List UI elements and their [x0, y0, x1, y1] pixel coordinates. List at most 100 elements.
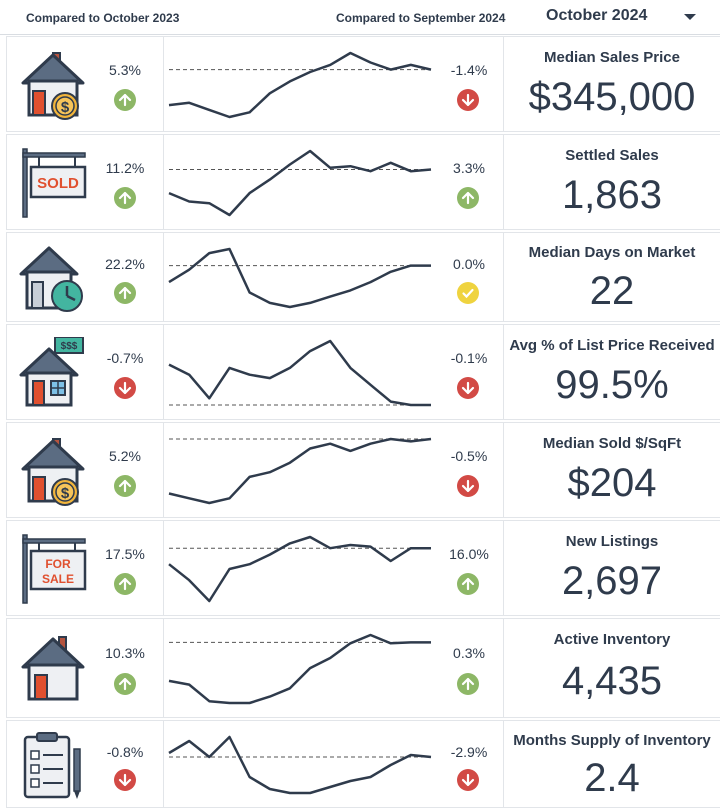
metric-row: SOLD 11.2% 3.3% Settled Sales 1,863	[6, 134, 720, 230]
svg-text:$$$: $$$	[61, 341, 78, 352]
mom-arrow-down-icon	[457, 475, 479, 497]
yoy-arrow-up-icon	[114, 89, 136, 111]
mom-change: 0.3%	[453, 645, 485, 661]
trend-sparkline	[168, 535, 431, 603]
mom-arrow-up-icon	[457, 573, 479, 595]
mom-arrow-up-icon	[457, 673, 479, 695]
metric-row: $ 5.2% -0.5% Median Sold $/SqFt $204	[6, 422, 720, 518]
trend-line	[168, 437, 432, 505]
metric-title: Active Inventory	[553, 631, 671, 648]
trend-sparkline	[168, 633, 431, 705]
metric-row: 22.2% 0.0% Median Days on Market 22	[6, 232, 720, 322]
yoy-change: 22.2%	[105, 256, 145, 272]
trend-line	[168, 149, 432, 217]
mom-arrow-down-icon	[457, 769, 479, 791]
trend-sparkline	[168, 735, 432, 795]
metric-row: FOR SALE 17.5% 16.0% New Listings 2,697	[6, 520, 720, 616]
metric-title: Median Days on Market	[528, 244, 696, 261]
yoy-comparison-label: Compared to October 2023	[26, 11, 180, 25]
metric-trend-cell: $ 5.3% -1.4%	[6, 36, 504, 132]
metric-value-cell: New Listings 2,697	[504, 520, 720, 616]
column-divider	[163, 135, 164, 229]
metric-trend-cell: 22.2% 0.0%	[6, 232, 504, 322]
column-divider	[163, 37, 164, 131]
metric-value: $204	[567, 461, 657, 505]
yoy-change: -0.8%	[106, 744, 144, 760]
metric-trend-cell: $$$ -0.7% -0.1%	[6, 324, 504, 420]
metric-title: Avg % of List Price Received	[509, 337, 715, 354]
metric-row: $$$ -0.7% -0.1% Avg % of List Price Receiv…	[6, 324, 720, 420]
metric-trend-cell: SOLD 11.2% 3.3%	[6, 134, 504, 230]
sign-text: SOLD	[37, 175, 79, 192]
metric-value-cell: Median Sales Price $345,000	[504, 36, 720, 132]
house-icon	[19, 633, 87, 705]
yoy-change: 5.2%	[109, 448, 141, 464]
yoy-change: 11.2%	[105, 160, 145, 176]
metric-title: Settled Sales	[565, 147, 659, 164]
mom-change: -0.5%	[450, 448, 488, 464]
metric-value-cell: Median Days on Market 22	[504, 232, 720, 322]
trend-sparkline	[168, 247, 431, 309]
metric-value-cell: Median Sold $/SqFt $204	[504, 422, 720, 518]
metric-value-cell: Avg % of List Price Received 99.5%	[504, 324, 720, 420]
yoy-arrow-up-icon	[114, 282, 136, 304]
yoy-arrow-up-icon	[114, 475, 136, 497]
column-divider	[163, 325, 164, 419]
mom-check-icon	[457, 282, 479, 304]
trend-sparkline	[168, 437, 432, 505]
metric-trend-cell: $ 5.2% -0.5%	[6, 422, 504, 518]
mom-change: -2.9%	[450, 744, 488, 760]
column-divider	[163, 233, 164, 321]
trend-line	[168, 535, 431, 603]
trend-line	[168, 339, 431, 407]
house-dollar-icon: $	[19, 435, 87, 507]
yoy-change: 10.3%	[105, 645, 145, 661]
month-select-value: October 2024	[546, 7, 648, 24]
metric-title: Median Sold $/SqFt	[542, 435, 682, 452]
svg-text:$: $	[61, 99, 70, 116]
chevron-down-icon[interactable]	[684, 14, 696, 20]
yoy-change: 5.3%	[109, 62, 141, 78]
trend-line	[168, 247, 431, 309]
trend-line	[168, 633, 431, 705]
header-bar: Compared to October 2023 Compared to Sep…	[0, 0, 720, 35]
metric-row: -0.8% -2.9% Months Supply of Inventory 2.4	[6, 720, 720, 808]
mom-change: 3.3%	[453, 160, 485, 176]
metric-title: Months Supply of Inventory	[513, 732, 711, 749]
yoy-change: -0.7%	[106, 350, 144, 366]
mom-arrow-down-icon	[457, 377, 479, 399]
metric-value: 99.5%	[555, 363, 669, 407]
metric-trend-cell: 10.3% 0.3%	[6, 618, 504, 718]
yoy-change: 17.5%	[105, 546, 145, 562]
checklist-icon	[19, 729, 87, 801]
column-divider	[163, 721, 164, 807]
metric-trend-cell: FOR SALE 17.5% 16.0%	[6, 520, 504, 616]
sold-sign-icon: SOLD	[19, 147, 87, 219]
trend-sparkline	[168, 339, 431, 407]
column-divider	[163, 423, 164, 517]
month-select[interactable]: October 2024	[546, 6, 706, 28]
metric-title: New Listings	[565, 533, 659, 550]
mom-change: -0.1%	[450, 350, 488, 366]
house-money-icon: $$$	[19, 336, 87, 409]
metric-trend-cell: -0.8% -2.9%	[6, 720, 504, 808]
yoy-arrow-down-icon	[114, 377, 136, 399]
trend-line	[168, 51, 432, 119]
metric-value: 1,863	[561, 173, 663, 217]
sign-text: FOR	[45, 557, 71, 571]
metric-row: 10.3% 0.3% Active Inventory 4,435	[6, 618, 720, 718]
mom-change: 16.0%	[449, 546, 489, 562]
yoy-arrow-down-icon	[114, 769, 136, 791]
metric-title: Median Sales Price	[544, 49, 680, 66]
metric-value-cell: Months Supply of Inventory 2.4	[504, 720, 720, 808]
metric-value: 2.4	[584, 756, 640, 800]
metric-value: 4,435	[561, 659, 663, 703]
yoy-arrow-up-icon	[114, 673, 136, 695]
metric-value-cell: Settled Sales 1,863	[504, 134, 720, 230]
mom-change: -1.4%	[450, 62, 488, 78]
metric-row: $ 5.3% -1.4% Median Sales Price $345,000	[6, 36, 720, 132]
house-clock-icon	[19, 242, 87, 314]
trend-sparkline	[168, 51, 432, 119]
mom-comparison-label: Compared to September 2024	[336, 11, 506, 25]
svg-text:$: $	[61, 485, 70, 502]
